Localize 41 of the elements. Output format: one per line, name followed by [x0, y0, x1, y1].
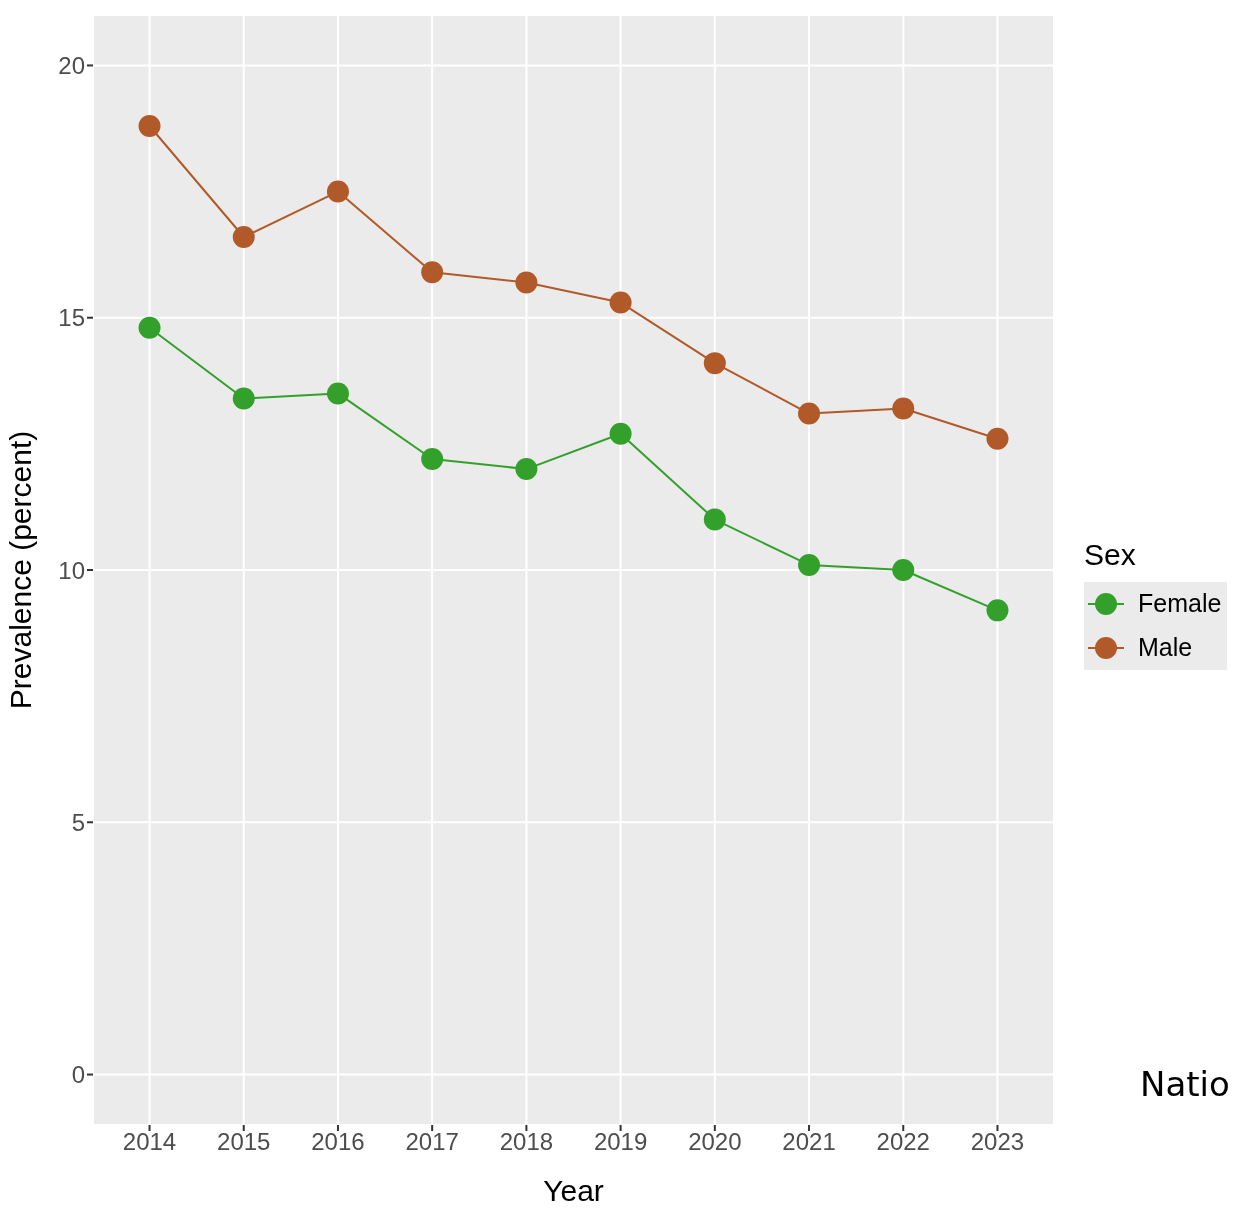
x-axis-title: Year: [543, 1174, 604, 1207]
x-tick-label: 2023: [970, 1128, 1025, 1156]
x-tick-label: 2018: [499, 1128, 554, 1156]
y-axis-title: Prevalence (percent): [3, 430, 37, 710]
point: [609, 422, 632, 445]
x-tick-label: 2014: [122, 1128, 177, 1156]
legend-title: Sex: [1084, 537, 1137, 572]
x-tick-label: 2021: [782, 1128, 836, 1156]
point: [232, 226, 255, 248]
legend-label: Female: [1138, 589, 1222, 618]
point: [892, 397, 915, 420]
point: [326, 382, 349, 405]
y-tick-label: 15: [58, 304, 85, 332]
point: [138, 316, 161, 339]
point: [703, 508, 726, 531]
point: [609, 291, 632, 314]
point: [798, 553, 821, 576]
point: [986, 599, 1009, 622]
y-tick-label: 10: [58, 556, 85, 584]
point: [515, 271, 538, 294]
point: [515, 458, 538, 481]
x-tick-label: 2022: [876, 1128, 930, 1156]
x-tick-label: 2020: [688, 1128, 742, 1156]
y-tick-label: 0: [71, 1061, 85, 1089]
point: [326, 180, 349, 203]
y-tick-label: 5: [71, 808, 85, 836]
y-tick-label: 20: [58, 51, 85, 79]
point: [703, 352, 726, 375]
point: [232, 387, 255, 410]
point: [421, 261, 444, 284]
x-tick-label: 2015: [217, 1128, 271, 1156]
legend-label: Male: [1138, 633, 1193, 662]
text: Natio: [1140, 1064, 1230, 1104]
x-tick-label: 2016: [311, 1128, 365, 1156]
point: [798, 402, 821, 425]
point: [892, 559, 915, 581]
x-tick-label: 2017: [405, 1128, 459, 1156]
x-tick-label: 2019: [593, 1128, 648, 1156]
point: [421, 448, 444, 470]
point: [986, 427, 1009, 450]
point: [138, 115, 161, 137]
